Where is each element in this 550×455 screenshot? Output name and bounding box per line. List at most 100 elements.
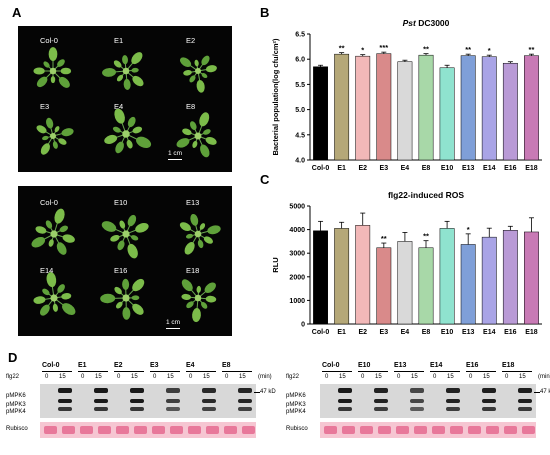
bar <box>439 67 455 161</box>
x-tick-label: Col-0 <box>312 165 330 172</box>
significance-mark: ** <box>339 44 345 53</box>
significance-mark: * <box>361 46 364 55</box>
protein-band <box>202 399 216 403</box>
protein-band <box>338 407 352 411</box>
group-label: E8 <box>222 362 231 369</box>
protein-band <box>374 388 388 393</box>
protein-band <box>482 388 496 393</box>
panel-label-d: D <box>8 350 18 365</box>
group-label: E10 <box>358 362 371 369</box>
time-label: 15 <box>203 374 210 380</box>
time-label: 0 <box>45 374 49 380</box>
scale-bar-label: 1 cm <box>168 150 183 157</box>
plant-label: E2 <box>186 36 196 45</box>
protein-band <box>166 399 180 403</box>
group-underline <box>186 371 216 372</box>
protein-band <box>410 407 424 411</box>
rosette-plant <box>179 213 221 255</box>
x-tick-label: E8 <box>422 329 431 336</box>
x-tick-label: E4 <box>401 329 410 336</box>
rubisco-band <box>152 426 165 434</box>
time-label: 15 <box>519 374 526 380</box>
group-underline <box>430 371 460 372</box>
rosette-plant <box>101 214 149 259</box>
rubisco-band <box>134 426 147 434</box>
significance-mark: ** <box>465 45 471 54</box>
kd-marker <box>534 392 540 393</box>
x-tick-label: E4 <box>401 165 410 172</box>
group-label: E14 <box>430 362 443 369</box>
rubisco-band <box>468 426 481 434</box>
group-label: E1 <box>78 362 87 369</box>
group-underline <box>322 371 352 372</box>
protein-band <box>446 407 460 411</box>
panel-label-a: A <box>12 5 22 20</box>
bar <box>334 53 350 161</box>
rubisco-band <box>432 426 445 434</box>
plant-photo-top: Col-0 E1 E2 E3 E4 E8 1 cm <box>18 26 232 172</box>
protein-band <box>166 388 180 393</box>
x-tick-label: E2 <box>358 165 367 172</box>
bar <box>460 55 476 161</box>
group-label: E13 <box>394 362 407 369</box>
time-label: 15 <box>167 374 174 380</box>
y-tick-label: 4.5 <box>295 132 305 139</box>
x-tick-label: E16 <box>504 329 517 336</box>
rosette-plant <box>33 272 76 316</box>
western-blot-left: flg22 Col-0 0 15 E1 0 15 E2 0 15 E3 0 15 E4 0 15 E8 0 15 (m… <box>0 362 276 455</box>
rubisco-band <box>224 426 237 434</box>
plant-label: Col-0 <box>40 36 58 45</box>
significance-mark: *** <box>379 43 388 52</box>
rosette-plant <box>31 208 75 255</box>
bar <box>313 66 328 161</box>
protein-band <box>202 388 216 393</box>
bar <box>502 230 518 325</box>
rubisco-band <box>324 426 337 434</box>
x-tick-label: E16 <box>504 165 517 172</box>
bar <box>313 230 328 325</box>
plant-label: E10 <box>114 198 128 207</box>
time-label: 15 <box>95 374 102 380</box>
time-label: 15 <box>131 374 138 380</box>
protein-band <box>518 407 532 411</box>
x-tick-label: E2 <box>358 329 367 336</box>
time-label: 15 <box>411 374 418 380</box>
chart-title: flg22-induced ROS <box>388 190 464 200</box>
x-tick-label: E18 <box>525 329 538 336</box>
bar <box>460 244 476 325</box>
time-label: 0 <box>361 374 365 380</box>
chart-bacterial-population: Pst DC3000 Bacterial population(log cfu/c… <box>271 18 542 172</box>
protein-band <box>58 388 72 393</box>
x-tick-label: E13 <box>462 329 475 336</box>
protein-band <box>374 399 388 403</box>
protein-band <box>482 399 496 403</box>
group-underline <box>502 371 532 372</box>
rosette-plant <box>33 47 72 88</box>
significance-mark: ** <box>423 232 429 241</box>
y-tick-label: 3000 <box>289 251 305 258</box>
loading-label: Rubisco <box>286 426 308 432</box>
group-label: Col-0 <box>322 362 340 369</box>
rosette-plant <box>102 52 144 90</box>
protein-band <box>410 399 424 403</box>
x-tick-label: E18 <box>525 165 538 172</box>
plant-label: E18 <box>186 266 200 275</box>
bar <box>418 247 434 325</box>
significance-mark: * <box>488 46 491 55</box>
protein-band <box>58 407 72 411</box>
time-label: 0 <box>153 374 157 380</box>
rubisco-band <box>504 426 517 434</box>
unit-label: (min) <box>538 374 550 380</box>
bar <box>376 247 392 325</box>
group-underline <box>150 371 180 372</box>
chart-ros: flg22-induced ROS RLU 0 1000 2000 3000 4000 500… <box>271 190 542 336</box>
time-label: 15 <box>339 374 346 380</box>
bar <box>418 54 434 161</box>
group-underline <box>394 371 424 372</box>
group-label: Col-0 <box>42 362 60 369</box>
y-tick-label: 4000 <box>289 227 305 234</box>
bar <box>524 55 539 161</box>
x-tick-label: E14 <box>483 165 496 172</box>
flg22-label: flg22 <box>6 374 20 380</box>
plant-label: E14 <box>40 266 54 275</box>
